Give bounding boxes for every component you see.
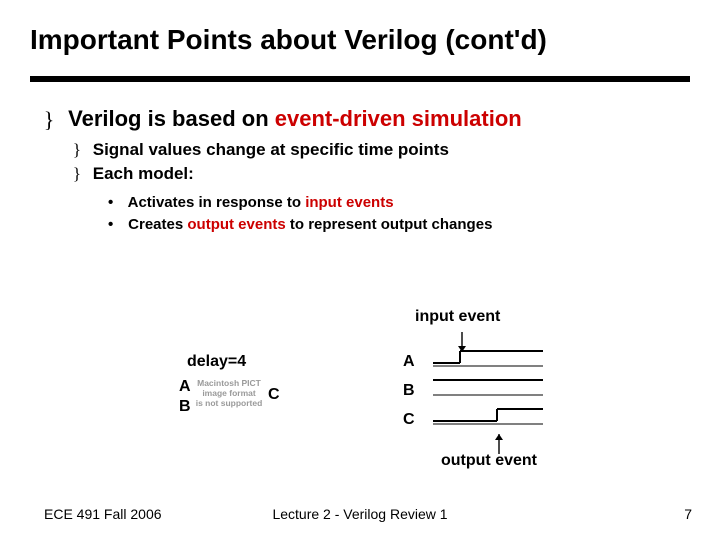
brace-icon: }: [36, 107, 62, 133]
l3b-post: to represent output changes: [286, 216, 493, 233]
l3b-pre: Creates: [128, 216, 187, 233]
l3a-pre: Activates in response to: [128, 194, 306, 211]
title-rule: [30, 76, 690, 82]
bullet-l2b: } Each model:: [66, 164, 194, 184]
l2a-text: Signal values change at specific time po…: [93, 140, 449, 159]
brace-icon: }: [66, 164, 88, 184]
bullet-l3b: • Creates output events to represent out…: [108, 216, 492, 233]
bullet-l2a: } Signal values change at specific time …: [66, 140, 449, 160]
footer-page-number: 7: [684, 506, 692, 522]
output-event-label: output event: [441, 452, 537, 470]
timing-svg: [155, 298, 575, 473]
dot-icon: •: [108, 194, 124, 211]
slide-title: Important Points about Verilog (cont'd): [30, 24, 547, 56]
timing-diagram: input event delay=4 A Macintosh PICT ima…: [155, 298, 575, 473]
footer-center: Lecture 2 - Verilog Review 1: [0, 506, 720, 522]
bullet-l3a: • Activates in response to input events: [108, 194, 394, 211]
dot-icon: •: [108, 216, 124, 233]
bullet-l1: } Verilog is based on event-driven simul…: [36, 106, 522, 133]
slide: Important Points about Verilog (cont'd) …: [0, 0, 720, 540]
l2b-text: Each model:: [93, 164, 194, 183]
l3b-em: output events: [187, 216, 285, 233]
l1-text-pre: Verilog is based on: [68, 106, 275, 131]
l3a-em: input events: [305, 194, 393, 211]
brace-icon: }: [66, 140, 88, 160]
l1-text-em: event-driven simulation: [275, 106, 522, 131]
